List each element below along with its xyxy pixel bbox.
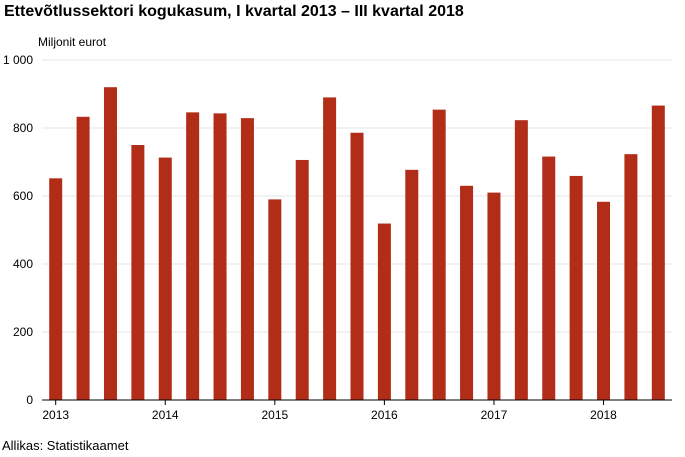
bar bbox=[405, 169, 419, 400]
bar bbox=[542, 156, 556, 400]
y-tick-label: 0 bbox=[26, 393, 33, 407]
bar bbox=[76, 116, 90, 400]
bar bbox=[514, 120, 528, 401]
y-tick-label: 200 bbox=[13, 325, 33, 339]
bar bbox=[651, 105, 665, 400]
bar bbox=[569, 175, 583, 400]
bar bbox=[103, 87, 117, 400]
x-tick-label: 2015 bbox=[261, 408, 288, 422]
bar bbox=[597, 201, 611, 400]
source-note: Allikas: Statistikaamet bbox=[2, 438, 129, 453]
bar bbox=[350, 132, 364, 400]
y-tick-label: 600 bbox=[13, 189, 33, 203]
x-tick-label: 2013 bbox=[42, 408, 69, 422]
bar bbox=[487, 192, 501, 400]
bar bbox=[213, 113, 227, 400]
bar bbox=[49, 178, 63, 400]
bar bbox=[624, 154, 638, 400]
x-tick-label: 2014 bbox=[152, 408, 179, 422]
bar bbox=[432, 109, 446, 400]
bar bbox=[460, 185, 474, 400]
bar bbox=[377, 223, 391, 400]
x-axis bbox=[42, 399, 672, 405]
bar bbox=[268, 199, 282, 400]
x-axis-tick-labels: 2013 2014 2015 2016 2017 2018 bbox=[42, 408, 617, 422]
chart-title: Ettevõtlussektori kogukasum, I kvartal 2… bbox=[4, 3, 464, 20]
x-tick-label: 2018 bbox=[590, 408, 617, 422]
x-tick-label: 2016 bbox=[371, 408, 398, 422]
bars bbox=[49, 87, 665, 401]
y-tick-label: 800 bbox=[13, 121, 33, 135]
y-axis-unit-label: Miljonit eurot bbox=[38, 35, 107, 49]
bar bbox=[131, 145, 145, 400]
bar bbox=[186, 112, 200, 401]
y-tick-label: 400 bbox=[13, 257, 33, 271]
y-tick-label: 1 000 bbox=[3, 53, 33, 67]
bar bbox=[323, 97, 337, 401]
bar bbox=[240, 118, 254, 400]
bar bbox=[158, 157, 172, 400]
bar bbox=[295, 159, 309, 400]
y-axis-tick-labels: 0 200 400 600 800 1 000 bbox=[3, 53, 33, 407]
x-tick-label: 2017 bbox=[481, 408, 508, 422]
